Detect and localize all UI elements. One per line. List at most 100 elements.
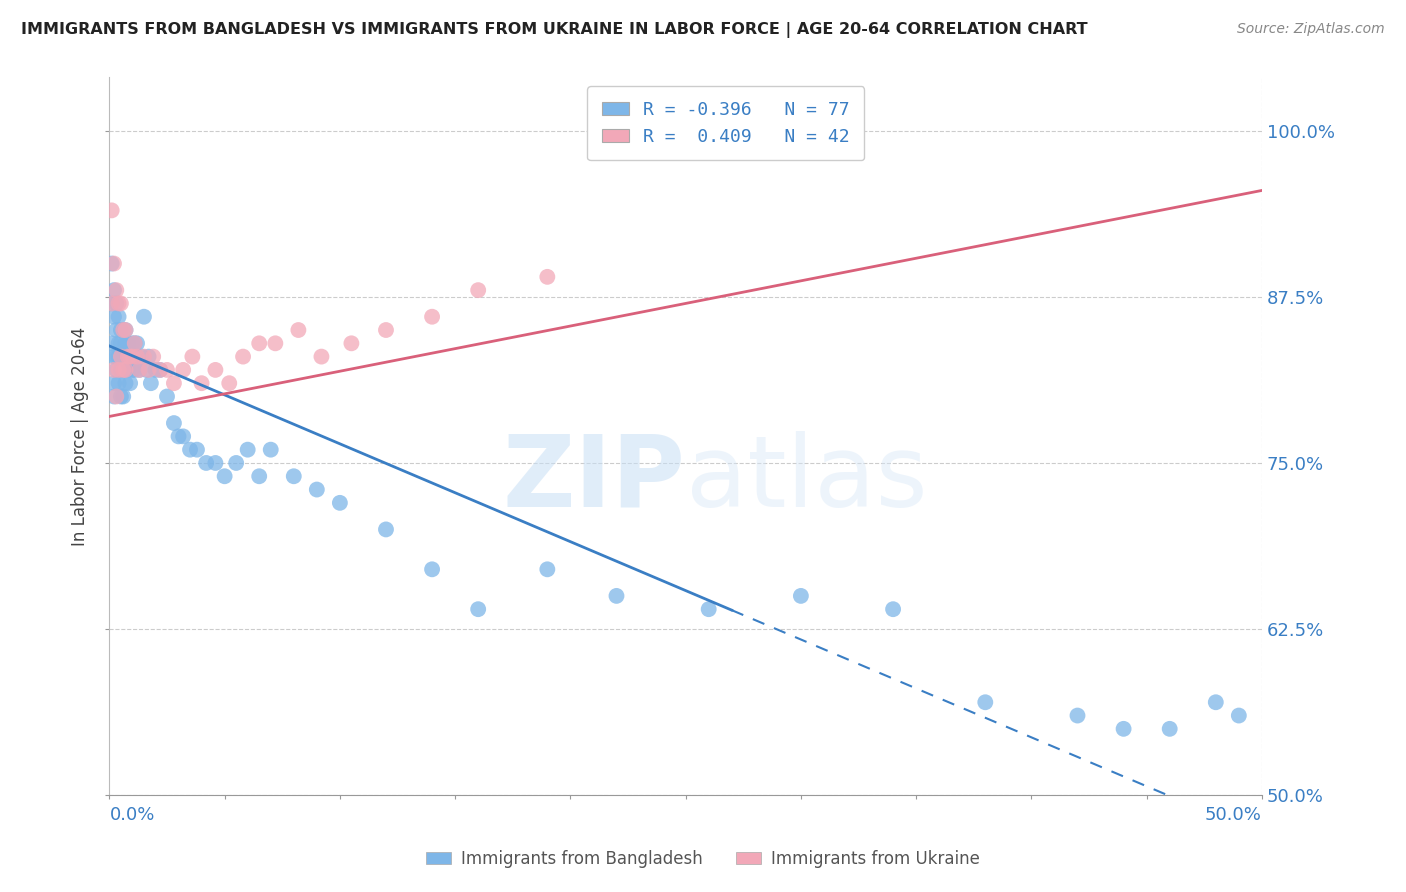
Point [105,363,128,377]
Text: IMMIGRANTS FROM BANGLADESH VS IMMIGRANTS FROM UKRAINE IN LABOR FORCE | AGE 20-64: IMMIGRANTS FROM BANGLADESH VS IMMIGRANTS… [21,22,1088,38]
Point [105,350,128,364]
Point [186,442,208,457]
Point [225,456,247,470]
Point [112,323,135,337]
Point [120,350,142,364]
Point [120,350,142,364]
Point [163,416,186,430]
Point [125,350,148,364]
Point [105,389,128,403]
Point [100,296,122,310]
Point [107,350,129,364]
Point [110,296,132,310]
Text: 50.0%: 50.0% [1205,806,1263,824]
Point [214,469,236,483]
Legend: R = -0.396   N = 77, R =  0.409   N = 42: R = -0.396 N = 77, R = 0.409 N = 42 [588,87,865,161]
Point [640,120,662,135]
Point [124,363,146,377]
Point [149,363,172,377]
Point [112,323,135,337]
Point [536,562,558,576]
Text: ZIP: ZIP [503,431,686,528]
Point [110,336,132,351]
Point [125,350,148,364]
Point [110,350,132,364]
Point [260,442,283,457]
Point [114,376,136,391]
Point [163,376,186,391]
Legend: Immigrants from Bangladesh, Immigrants from Ukraine: Immigrants from Bangladesh, Immigrants f… [419,844,987,875]
Point [107,376,129,391]
Point [156,389,179,403]
Text: Source: ZipAtlas.com: Source: ZipAtlas.com [1237,22,1385,37]
Point [156,363,179,377]
Point [114,350,136,364]
Point [790,589,813,603]
Point [139,376,162,391]
Point [112,363,135,377]
Point [103,256,125,270]
Point [114,336,136,351]
Point [1205,695,1227,709]
Point [1066,708,1088,723]
Point [1227,708,1250,723]
Point [172,429,194,443]
Point [114,323,136,337]
Point [218,376,240,391]
Point [100,336,122,351]
Point [107,296,129,310]
Point [467,602,489,616]
Point [128,363,150,377]
Text: 0.0%: 0.0% [110,806,155,824]
Point [114,323,136,337]
Point [181,350,204,364]
Point [128,363,150,377]
Text: atlas: atlas [686,431,928,528]
Point [264,336,287,351]
Point [100,296,122,310]
Point [420,562,443,576]
Point [103,310,125,324]
Point [110,389,132,403]
Point [605,589,627,603]
Point [107,336,129,351]
Point [105,323,128,337]
Point [112,363,135,377]
Point [100,203,122,218]
Point [195,456,218,470]
Point [103,363,125,377]
Point [107,310,129,324]
Point [179,442,201,457]
Point [420,310,443,324]
Point [467,283,489,297]
Point [125,336,148,351]
Point [1159,722,1181,736]
Point [121,336,143,351]
Point [138,363,160,377]
Point [117,350,139,364]
Point [107,363,129,377]
Point [375,523,398,537]
Point [103,376,125,391]
Point [110,323,132,337]
Point [190,376,212,391]
Point [132,310,155,324]
Point [311,350,333,364]
Point [167,429,190,443]
Point [124,336,146,351]
Point [100,256,122,270]
Point [283,469,305,483]
Point [236,442,259,457]
Point [287,323,309,337]
Point [882,602,904,616]
Point [536,269,558,284]
Point [120,376,142,391]
Point [114,363,136,377]
Point [121,350,143,364]
Point [1112,722,1135,736]
Point [697,602,720,616]
Point [172,363,194,377]
Point [305,483,328,497]
Point [340,336,363,351]
Point [247,336,270,351]
